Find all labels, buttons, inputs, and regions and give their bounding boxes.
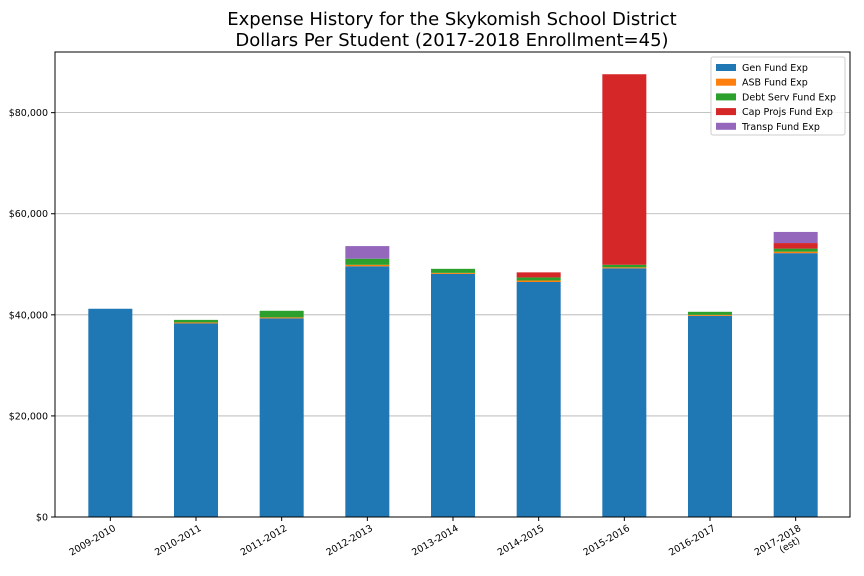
legend-swatch-debt-serv-fund-exp [716,93,736,101]
x-tick-label-3: 2012-2013 [324,523,374,558]
chart-title-line-2: Dollars Per Student (2017-2018 Enrollmen… [235,30,669,51]
bar-gen-fund-exp-1 [174,323,218,517]
bar-debt-serv-fund-exp-3 [345,258,390,265]
bar-debt-serv-fund-exp-1 [174,319,218,323]
legend-label-asb-fund-exp: ASB Fund Exp [742,78,808,89]
bar-debt-serv-fund-exp-8 [773,248,818,252]
x-tick-label-2: 2011-2012 [239,523,289,558]
y-tick-label-4: $80,000 [9,108,48,119]
y-tick-label-3: $60,000 [9,209,48,220]
bar-debt-serv-fund-exp-6 [602,264,647,268]
bar-debt-serv-fund-exp-7 [688,311,732,315]
bar-cap-projs-fund-exp-5 [516,272,561,278]
legend-label-transp-fund-exp: Transp Fund Exp [741,122,820,133]
bar-transp-fund-exp-8 [773,231,818,244]
y-tick-label-2: $40,000 [9,310,48,321]
bar-gen-fund-exp-2 [259,318,304,517]
y-tick-label-0: $0 [36,513,48,524]
legend-swatch-asb-fund-exp [716,78,736,86]
y-tick-label-1: $20,000 [9,411,48,422]
x-tick-label-6: 2015-2016 [581,523,631,558]
bar-gen-fund-exp-4 [431,273,475,517]
legend-swatch-gen-fund-exp [716,64,736,71]
bar-asb-fund-exp-3 [345,264,390,267]
bar-cap-projs-fund-exp-8 [773,243,818,249]
bar-asb-fund-exp-2 [259,317,304,319]
legend-box [710,56,846,136]
bar-asb-fund-exp-4 [431,272,475,274]
bar-cap-projs-fund-exp-6 [602,74,647,265]
bar-gen-fund-exp-0 [88,308,133,517]
bar-debt-serv-fund-exp-4 [431,268,475,273]
legend-label-gen-fund-exp: Gen Fund Exp [742,63,808,74]
bar-asb-fund-exp-1 [174,322,218,324]
bar-debt-serv-fund-exp-5 [516,277,561,281]
bar-asb-fund-exp-7 [688,314,732,316]
x-tick-label-8: 2017-2018(est) [753,523,808,567]
x-tick-label-4: 2013-2014 [410,523,460,558]
bar-gen-fund-exp-5 [516,281,561,517]
bar-gen-fund-exp-8 [773,253,818,518]
bar-asb-fund-exp-8 [773,251,818,254]
bar-transp-fund-exp-3 [345,246,390,259]
bar-gen-fund-exp-3 [345,266,390,517]
bar-asb-fund-exp-5 [516,280,561,282]
bar-asb-fund-exp-6 [602,267,647,269]
legend-label-cap-projs-fund-exp: Cap Projs Fund Exp [742,107,833,118]
legend-swatch-cap-projs-fund-exp [716,108,736,116]
bar-gen-fund-exp-6 [602,268,647,517]
bar-gen-fund-exp-7 [688,315,732,517]
bar-debt-serv-fund-exp-2 [259,310,304,318]
legend-swatch-transp-fund-exp [716,122,736,130]
x-tick-label-5: 2014-2015 [496,523,546,558]
chart-title-line-1: Expense History for the Skykomish School… [227,9,677,30]
legend-label-debt-serv-fund-exp: Debt Serv Fund Exp [742,92,836,103]
x-tick-label-1: 2010-2011 [153,523,203,558]
x-tick-label-0: 2009-2010 [67,523,117,558]
x-tick-label-7: 2016-2017 [667,523,717,558]
